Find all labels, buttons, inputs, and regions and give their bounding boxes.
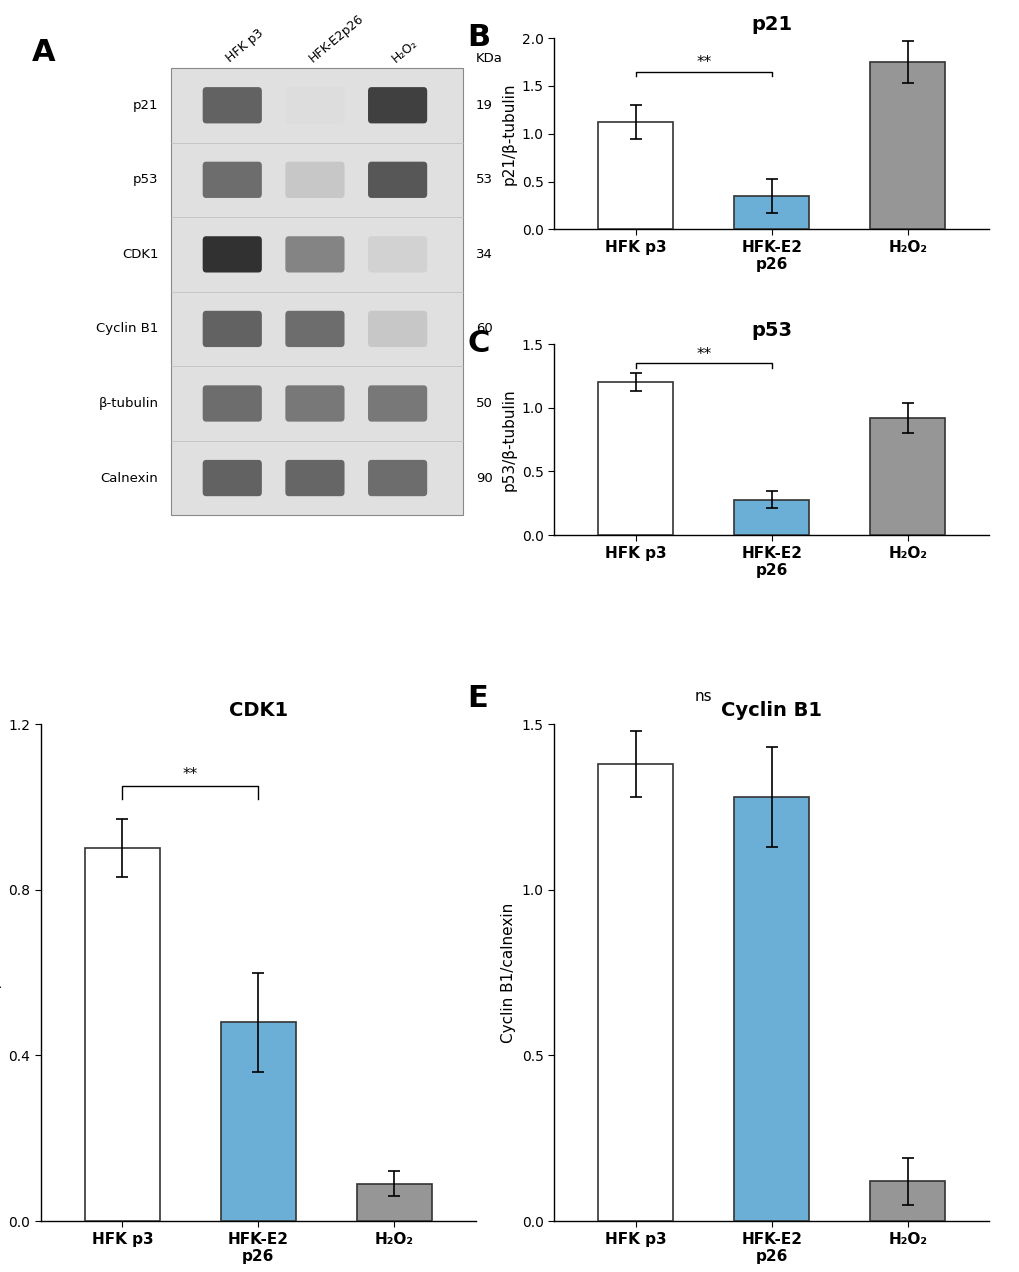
Text: E: E [467,684,487,714]
Text: p21: p21 [132,99,158,112]
Text: β-tubulin: β-tubulin [98,397,158,410]
FancyBboxPatch shape [203,310,262,347]
Title: CDK1: CDK1 [228,701,287,720]
Text: 19: 19 [476,99,492,112]
Y-axis label: p21/β-tubulin: p21/β-tubulin [500,83,516,184]
Title: Cyclin B1: Cyclin B1 [720,701,821,720]
FancyBboxPatch shape [285,237,344,272]
Text: 60: 60 [476,322,492,336]
Text: Cyclin B1: Cyclin B1 [96,322,158,336]
FancyBboxPatch shape [171,67,463,515]
Text: CDK1: CDK1 [121,248,158,261]
Bar [357,1184,431,1221]
Text: 53: 53 [476,173,492,186]
Bar [734,798,808,1221]
FancyBboxPatch shape [368,237,427,272]
FancyBboxPatch shape [368,86,427,123]
FancyBboxPatch shape [368,162,427,198]
Text: C: C [467,328,489,357]
Text: HFK-E2p26: HFK-E2p26 [307,13,366,65]
FancyBboxPatch shape [285,460,344,496]
Title: p53: p53 [751,321,792,340]
FancyBboxPatch shape [203,385,262,421]
FancyBboxPatch shape [368,385,427,421]
Text: p53: p53 [132,173,158,186]
Text: HFK p3: HFK p3 [224,27,266,65]
Text: Calnexin: Calnexin [101,472,158,485]
Text: ns: ns [694,688,712,703]
FancyBboxPatch shape [285,310,344,347]
FancyBboxPatch shape [203,460,262,496]
Bar [869,62,945,229]
Y-axis label: Cyclin B1/calnexin: Cyclin B1/calnexin [500,902,516,1043]
FancyBboxPatch shape [368,460,427,496]
Text: A: A [32,38,56,67]
Bar [734,196,808,229]
Text: B: B [467,23,490,52]
FancyBboxPatch shape [285,162,344,198]
Bar [598,383,673,536]
FancyBboxPatch shape [203,162,262,198]
FancyBboxPatch shape [203,237,262,272]
Bar [221,1023,296,1221]
Bar [869,418,945,536]
Text: 50: 50 [476,397,492,410]
Text: **: ** [696,347,711,361]
Y-axis label: p53/β-tubulin: p53/β-tubulin [500,388,516,491]
Y-axis label: CDK1/calnexin: CDK1/calnexin [0,917,3,1028]
Bar [598,764,673,1221]
Bar [598,122,673,229]
Text: 34: 34 [476,248,492,261]
Text: KDa: KDa [476,52,502,65]
Text: **: ** [182,767,198,782]
Bar [85,848,160,1221]
Title: p21: p21 [751,15,792,34]
Bar [734,500,808,536]
Bar [869,1182,945,1221]
FancyBboxPatch shape [203,86,262,123]
FancyBboxPatch shape [285,385,344,421]
FancyBboxPatch shape [368,310,427,347]
Text: **: ** [696,55,711,70]
Text: H₂O₂: H₂O₂ [389,37,420,65]
FancyBboxPatch shape [285,86,344,123]
Text: 90: 90 [476,472,492,485]
